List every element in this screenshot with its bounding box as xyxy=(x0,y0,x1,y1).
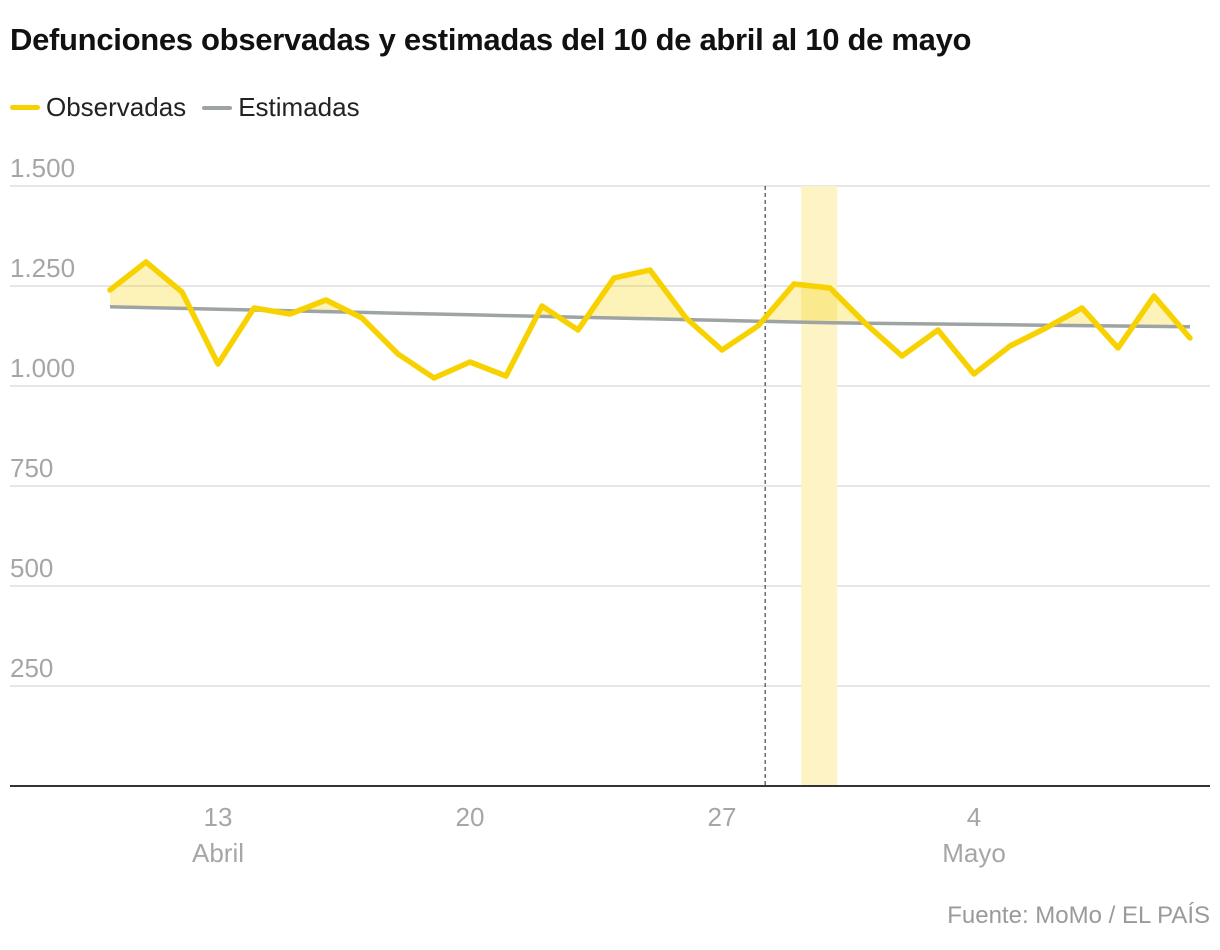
x-month-label: Mayo xyxy=(942,838,1006,868)
legend-item-estimated: Estimadas xyxy=(202,92,360,123)
x-month-label: Abril xyxy=(192,838,244,868)
legend-swatch-estimated xyxy=(202,105,233,110)
legend-item-observed: Observadas xyxy=(10,92,186,123)
legend: Observadas Estimadas xyxy=(10,92,376,123)
y-tick-label: 250 xyxy=(10,653,53,683)
chart-title: Defunciones observadas y estimadas del 1… xyxy=(10,22,972,57)
legend-swatch-observed xyxy=(10,105,40,110)
excess-area xyxy=(614,270,650,319)
source-credit: Fuente: MoMo / EL PAÍS xyxy=(947,902,1210,929)
excess-area xyxy=(794,284,830,323)
y-tick-label: 750 xyxy=(10,453,53,483)
y-tick-label: 1.000 xyxy=(10,353,75,383)
highlight-band xyxy=(801,186,838,786)
x-tick-label: 20 xyxy=(456,802,485,832)
legend-label-observed: Observadas xyxy=(46,92,187,122)
x-tick-label: 4 xyxy=(967,802,981,832)
legend-label-estimated: Estimadas xyxy=(238,92,360,122)
series-line-observed xyxy=(107,259,1193,381)
excess-area xyxy=(110,262,146,308)
y-tick-label: 1.250 xyxy=(10,253,75,283)
y-tick-label: 500 xyxy=(10,553,53,583)
y-tick-label: 1.500 xyxy=(10,153,75,183)
excess-area xyxy=(146,262,182,309)
x-tick-label: 13 xyxy=(204,802,233,832)
series-line-estimated xyxy=(109,305,1191,329)
line-chart: 250 500 750 1.000 1.250 1.500 13 Abril 20 27 4 Mayo xyxy=(10,153,1210,868)
x-tick-label: 27 xyxy=(708,802,737,832)
